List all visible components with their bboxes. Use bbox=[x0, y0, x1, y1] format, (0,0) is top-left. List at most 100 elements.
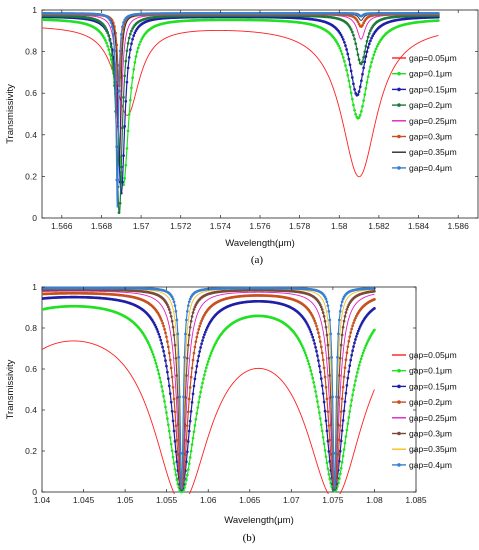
series-point bbox=[340, 460, 344, 464]
series-point bbox=[130, 42, 133, 46]
series-point bbox=[194, 340, 198, 344]
series-point bbox=[301, 346, 305, 350]
series-point bbox=[341, 38, 345, 41]
series-point bbox=[175, 374, 179, 377]
series-point bbox=[357, 22, 361, 26]
series-point bbox=[338, 356, 342, 360]
series-point bbox=[350, 30, 354, 34]
legend-label: gap=0.4μm bbox=[409, 460, 452, 470]
series-point bbox=[348, 410, 352, 413]
series-point bbox=[437, 19, 440, 22]
series-point bbox=[154, 361, 158, 365]
series-point bbox=[130, 86, 133, 90]
series-point bbox=[106, 44, 110, 48]
series-point bbox=[171, 419, 175, 423]
series-point bbox=[170, 409, 174, 413]
series-point bbox=[178, 395, 182, 399]
series-point bbox=[102, 36, 106, 40]
series-point bbox=[345, 68, 348, 72]
series-point bbox=[316, 327, 319, 331]
series-point bbox=[315, 394, 318, 398]
series-point bbox=[361, 23, 364, 27]
series-point bbox=[348, 335, 352, 339]
series-point bbox=[157, 332, 161, 336]
series-point bbox=[326, 343, 330, 347]
series-point bbox=[190, 366, 194, 370]
series-point bbox=[355, 335, 358, 338]
series-point bbox=[349, 28, 353, 31]
series-point bbox=[347, 57, 351, 61]
y-tick-label: 0 bbox=[32, 213, 37, 223]
y-tick-label: 0.4 bbox=[25, 405, 37, 415]
series-point bbox=[313, 385, 316, 389]
series-point bbox=[185, 450, 189, 454]
series-point bbox=[191, 436, 195, 440]
series-point bbox=[343, 40, 346, 44]
series-point bbox=[171, 325, 175, 329]
series-point bbox=[329, 332, 333, 336]
series-point bbox=[346, 376, 350, 380]
series-point bbox=[348, 63, 352, 67]
series-point bbox=[121, 25, 124, 29]
series-point bbox=[302, 349, 306, 352]
series-point bbox=[128, 98, 132, 102]
series-point bbox=[370, 60, 373, 64]
series-point bbox=[303, 351, 307, 355]
series-point bbox=[125, 80, 129, 84]
series-1 bbox=[42, 18, 440, 187]
series-point bbox=[113, 49, 116, 53]
series-point bbox=[314, 321, 317, 325]
series-point bbox=[318, 417, 322, 420]
series-point bbox=[114, 89, 117, 93]
series-point bbox=[317, 359, 320, 363]
series-point bbox=[185, 424, 189, 428]
series-point bbox=[352, 103, 355, 107]
series-point bbox=[325, 333, 329, 337]
x-tick-label: 1.586 bbox=[448, 221, 470, 231]
series-point bbox=[323, 375, 327, 379]
y-tick-label: 0.4 bbox=[25, 130, 37, 140]
series-point bbox=[373, 297, 376, 301]
series-point bbox=[128, 48, 132, 51]
series-point bbox=[185, 473, 189, 477]
series-point bbox=[312, 317, 315, 320]
series-point bbox=[360, 79, 363, 83]
series-point bbox=[337, 459, 341, 463]
series-point bbox=[349, 404, 353, 408]
series-point bbox=[140, 37, 144, 41]
series-point bbox=[171, 386, 175, 389]
series-point bbox=[365, 81, 369, 84]
series-point bbox=[181, 452, 184, 455]
x-tick-label: 1.568 bbox=[91, 221, 113, 231]
series-point bbox=[165, 364, 168, 368]
series-point bbox=[173, 304, 177, 308]
series-point bbox=[126, 66, 130, 70]
series-point bbox=[185, 356, 189, 360]
series-point bbox=[360, 354, 364, 358]
series-point bbox=[325, 429, 329, 433]
series-point bbox=[185, 438, 188, 442]
series-line bbox=[42, 340, 375, 494]
series-point bbox=[308, 328, 312, 331]
legend-marker bbox=[397, 166, 401, 170]
series-point bbox=[356, 367, 360, 371]
series-point bbox=[193, 345, 197, 349]
x-tick-label: 1.085 bbox=[405, 495, 427, 505]
series-point bbox=[361, 72, 364, 76]
series-point bbox=[340, 52, 344, 56]
series-point bbox=[187, 397, 191, 401]
series-point bbox=[324, 325, 328, 329]
series-point bbox=[318, 335, 321, 339]
series-point bbox=[350, 353, 353, 357]
series-point bbox=[304, 353, 308, 357]
legend-item: gap=0.25μm bbox=[392, 116, 457, 126]
legend-marker bbox=[397, 368, 401, 373]
series-point bbox=[341, 325, 345, 329]
series-point bbox=[336, 355, 339, 359]
series-point bbox=[327, 309, 331, 313]
series-point bbox=[203, 333, 206, 336]
series-point bbox=[159, 338, 163, 342]
series-point bbox=[321, 358, 325, 362]
plot-frame bbox=[41, 9, 479, 219]
series-point bbox=[314, 390, 317, 393]
